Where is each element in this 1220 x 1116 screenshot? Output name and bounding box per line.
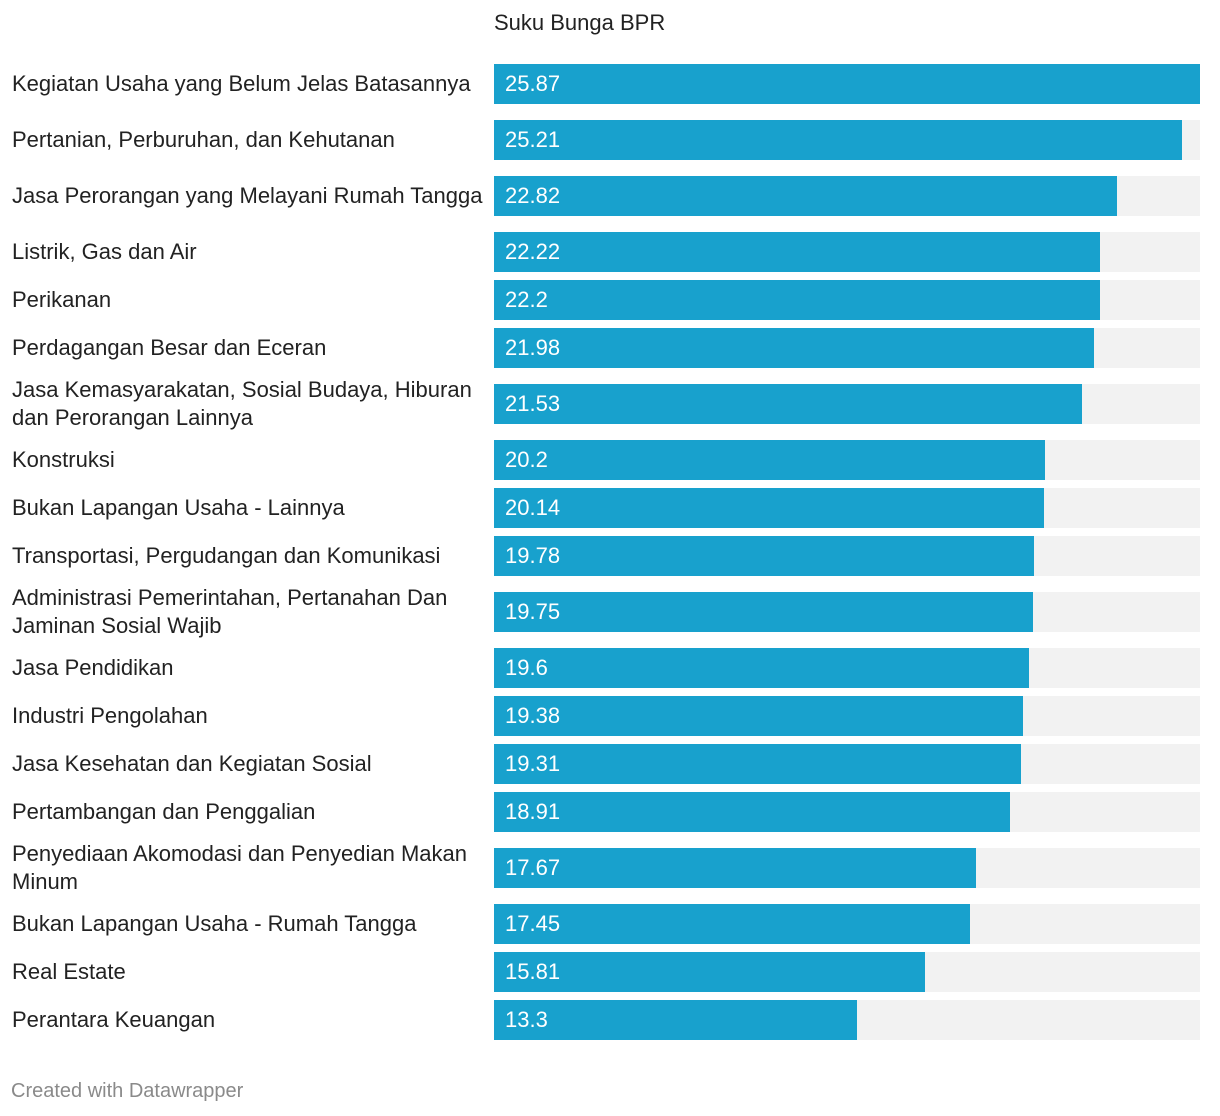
bar-track: 18.91 — [494, 792, 1200, 832]
bar-chart: Kegiatan Usaha yang Belum Jelas Batasann… — [0, 56, 1220, 1040]
bar-track: 21.98 — [494, 328, 1200, 368]
category-label: Listrik, Gas dan Air — [12, 239, 197, 264]
bar-value-label: 13.3 — [505, 1007, 548, 1032]
bar-track: 15.81 — [494, 952, 1200, 992]
bar — [494, 904, 970, 944]
bar — [494, 592, 1033, 632]
bar-row: Kegiatan Usaha yang Belum Jelas Batasann… — [0, 56, 1220, 112]
bar-value-label: 19.31 — [505, 751, 561, 776]
bar-value-label: 17.67 — [505, 855, 561, 880]
bar-row: Bukan Lapangan Usaha - Lainnya 20.14 — [0, 488, 1220, 528]
bar-value-label: 25.21 — [505, 127, 561, 152]
bar-row: Perikanan 22.2 — [0, 280, 1220, 320]
category-label: Jasa Pendidikan — [12, 655, 174, 680]
category-label: Konstruksi — [12, 447, 115, 472]
bar — [494, 952, 925, 992]
bar-value-label: 21.53 — [505, 391, 561, 416]
category-label: Bukan Lapangan Usaha - Lainnya — [12, 495, 345, 520]
bar-track: 19.31 — [494, 744, 1200, 784]
bar-track: 19.6 — [494, 648, 1200, 688]
bar-row: Jasa Kesehatan dan Kegiatan Sosial 19.31 — [0, 744, 1220, 784]
bar-track: 20.2 — [494, 440, 1200, 480]
bar-row: Jasa Perorangan yang Melayani Rumah Tang… — [0, 168, 1220, 224]
bar-value-label: 15.81 — [505, 959, 561, 984]
bar-value-label: 19.75 — [505, 599, 561, 624]
bar — [494, 64, 1200, 104]
category-label: Bukan Lapangan Usaha - Rumah Tangga — [12, 911, 417, 936]
bar-track: 17.67 — [494, 848, 1200, 888]
bar-row: Industri Pengolahan 19.38 — [0, 696, 1220, 736]
category-label: Jasa Kesehatan dan Kegiatan Sosial — [12, 751, 372, 776]
bar-value-label: 20.2 — [505, 447, 548, 472]
category-label: Perantara Keuangan — [12, 1007, 216, 1032]
bar-track: 20.14 — [494, 488, 1200, 528]
bar-track: 19.78 — [494, 536, 1200, 576]
category-label: Pertambangan dan Penggalian — [12, 799, 316, 824]
bar — [494, 848, 976, 888]
bar-value-label: 25.87 — [505, 71, 561, 96]
bar-row: Penyediaan Akomodasi dan Penyedian Makan… — [0, 840, 1220, 896]
bar — [494, 536, 1034, 576]
category-label: Pertanian, Perburuhan, dan Kehutanan — [12, 127, 395, 152]
bar-row: Listrik, Gas dan Air 22.22 — [0, 232, 1220, 272]
bar — [494, 280, 1100, 320]
bar-track: 17.45 — [494, 904, 1200, 944]
bar — [494, 232, 1100, 272]
bar — [494, 648, 1029, 688]
bar — [494, 792, 1010, 832]
category-label: Jasa Perorangan yang Melayani Rumah Tang… — [12, 183, 483, 208]
category-label: Real Estate — [12, 959, 126, 984]
category-label: Industri Pengolahan — [12, 703, 208, 728]
bar — [494, 328, 1094, 368]
bar-row: Real Estate 15.81 — [0, 952, 1220, 992]
bar-row: Administrasi Pemerintahan, Pertanahan Da… — [0, 584, 1220, 640]
category-label: Perdagangan Besar dan Eceran — [12, 335, 327, 360]
bar-row: Transportasi, Pergudangan dan Komunikasi… — [0, 536, 1220, 576]
category-label: Penyediaan Akomodasi dan Penyedian Makan… — [12, 841, 467, 894]
category-label: Administrasi Pemerintahan, Pertanahan Da… — [12, 585, 448, 638]
bar-value-label: 22.22 — [505, 239, 561, 264]
bar-track: 13.3 — [494, 1000, 1200, 1040]
bar — [494, 120, 1182, 160]
bar-row: Pertambangan dan Penggalian 18.91 — [0, 792, 1220, 832]
bar-track: 25.21 — [494, 120, 1200, 160]
datawrapper-credit: Created with Datawrapper — [11, 1080, 244, 1102]
bar — [494, 744, 1021, 784]
bar-row: Bukan Lapangan Usaha - Rumah Tangga 17.45 — [0, 904, 1220, 944]
bar-track: 22.82 — [494, 176, 1200, 216]
bar — [494, 1000, 857, 1040]
column-header: Suku Bunga BPR — [494, 10, 666, 35]
bar-track: 22.2 — [494, 280, 1200, 320]
bar-value-label: 19.38 — [505, 703, 561, 728]
bar-track: 25.87 — [494, 64, 1200, 104]
bar-value-label: 22.2 — [505, 287, 548, 312]
bar-track: 19.38 — [494, 696, 1200, 736]
bar-track: 21.53 — [494, 384, 1200, 424]
bar-track: 22.22 — [494, 232, 1200, 272]
bar — [494, 440, 1045, 480]
bar — [494, 488, 1044, 528]
bar-row: Pertanian, Perburuhan, dan Kehutanan 25.2… — [0, 120, 1220, 160]
bar-row: Konstruksi 20.2 — [0, 440, 1220, 480]
bar-row: Jasa Pendidikan 19.6 — [0, 648, 1220, 688]
bar-row: Jasa Kemasyarakatan, Sosial Budaya, Hibu… — [0, 376, 1220, 432]
bar-track: 19.75 — [494, 592, 1200, 632]
bar-value-label: 19.6 — [505, 655, 548, 680]
bar — [494, 696, 1023, 736]
bar-value-label: 19.78 — [505, 543, 561, 568]
bar-value-label: 22.82 — [505, 183, 561, 208]
bar-value-label: 20.14 — [505, 495, 561, 520]
bar — [494, 384, 1082, 424]
category-label: Jasa Kemasyarakatan, Sosial Budaya, Hibu… — [12, 377, 472, 430]
bar-row: Perdagangan Besar dan Eceran 21.98 — [0, 328, 1220, 368]
bar — [494, 176, 1117, 216]
category-label: Transportasi, Pergudangan dan Komunikasi — [12, 543, 441, 568]
bar-value-label: 21.98 — [505, 335, 561, 360]
bar-value-label: 18.91 — [505, 799, 561, 824]
category-label: Kegiatan Usaha yang Belum Jelas Batasann… — [12, 71, 471, 96]
category-label: Perikanan — [12, 287, 112, 312]
bar-row: Perantara Keuangan 13.3 — [0, 1000, 1220, 1040]
bar-value-label: 17.45 — [505, 911, 561, 936]
